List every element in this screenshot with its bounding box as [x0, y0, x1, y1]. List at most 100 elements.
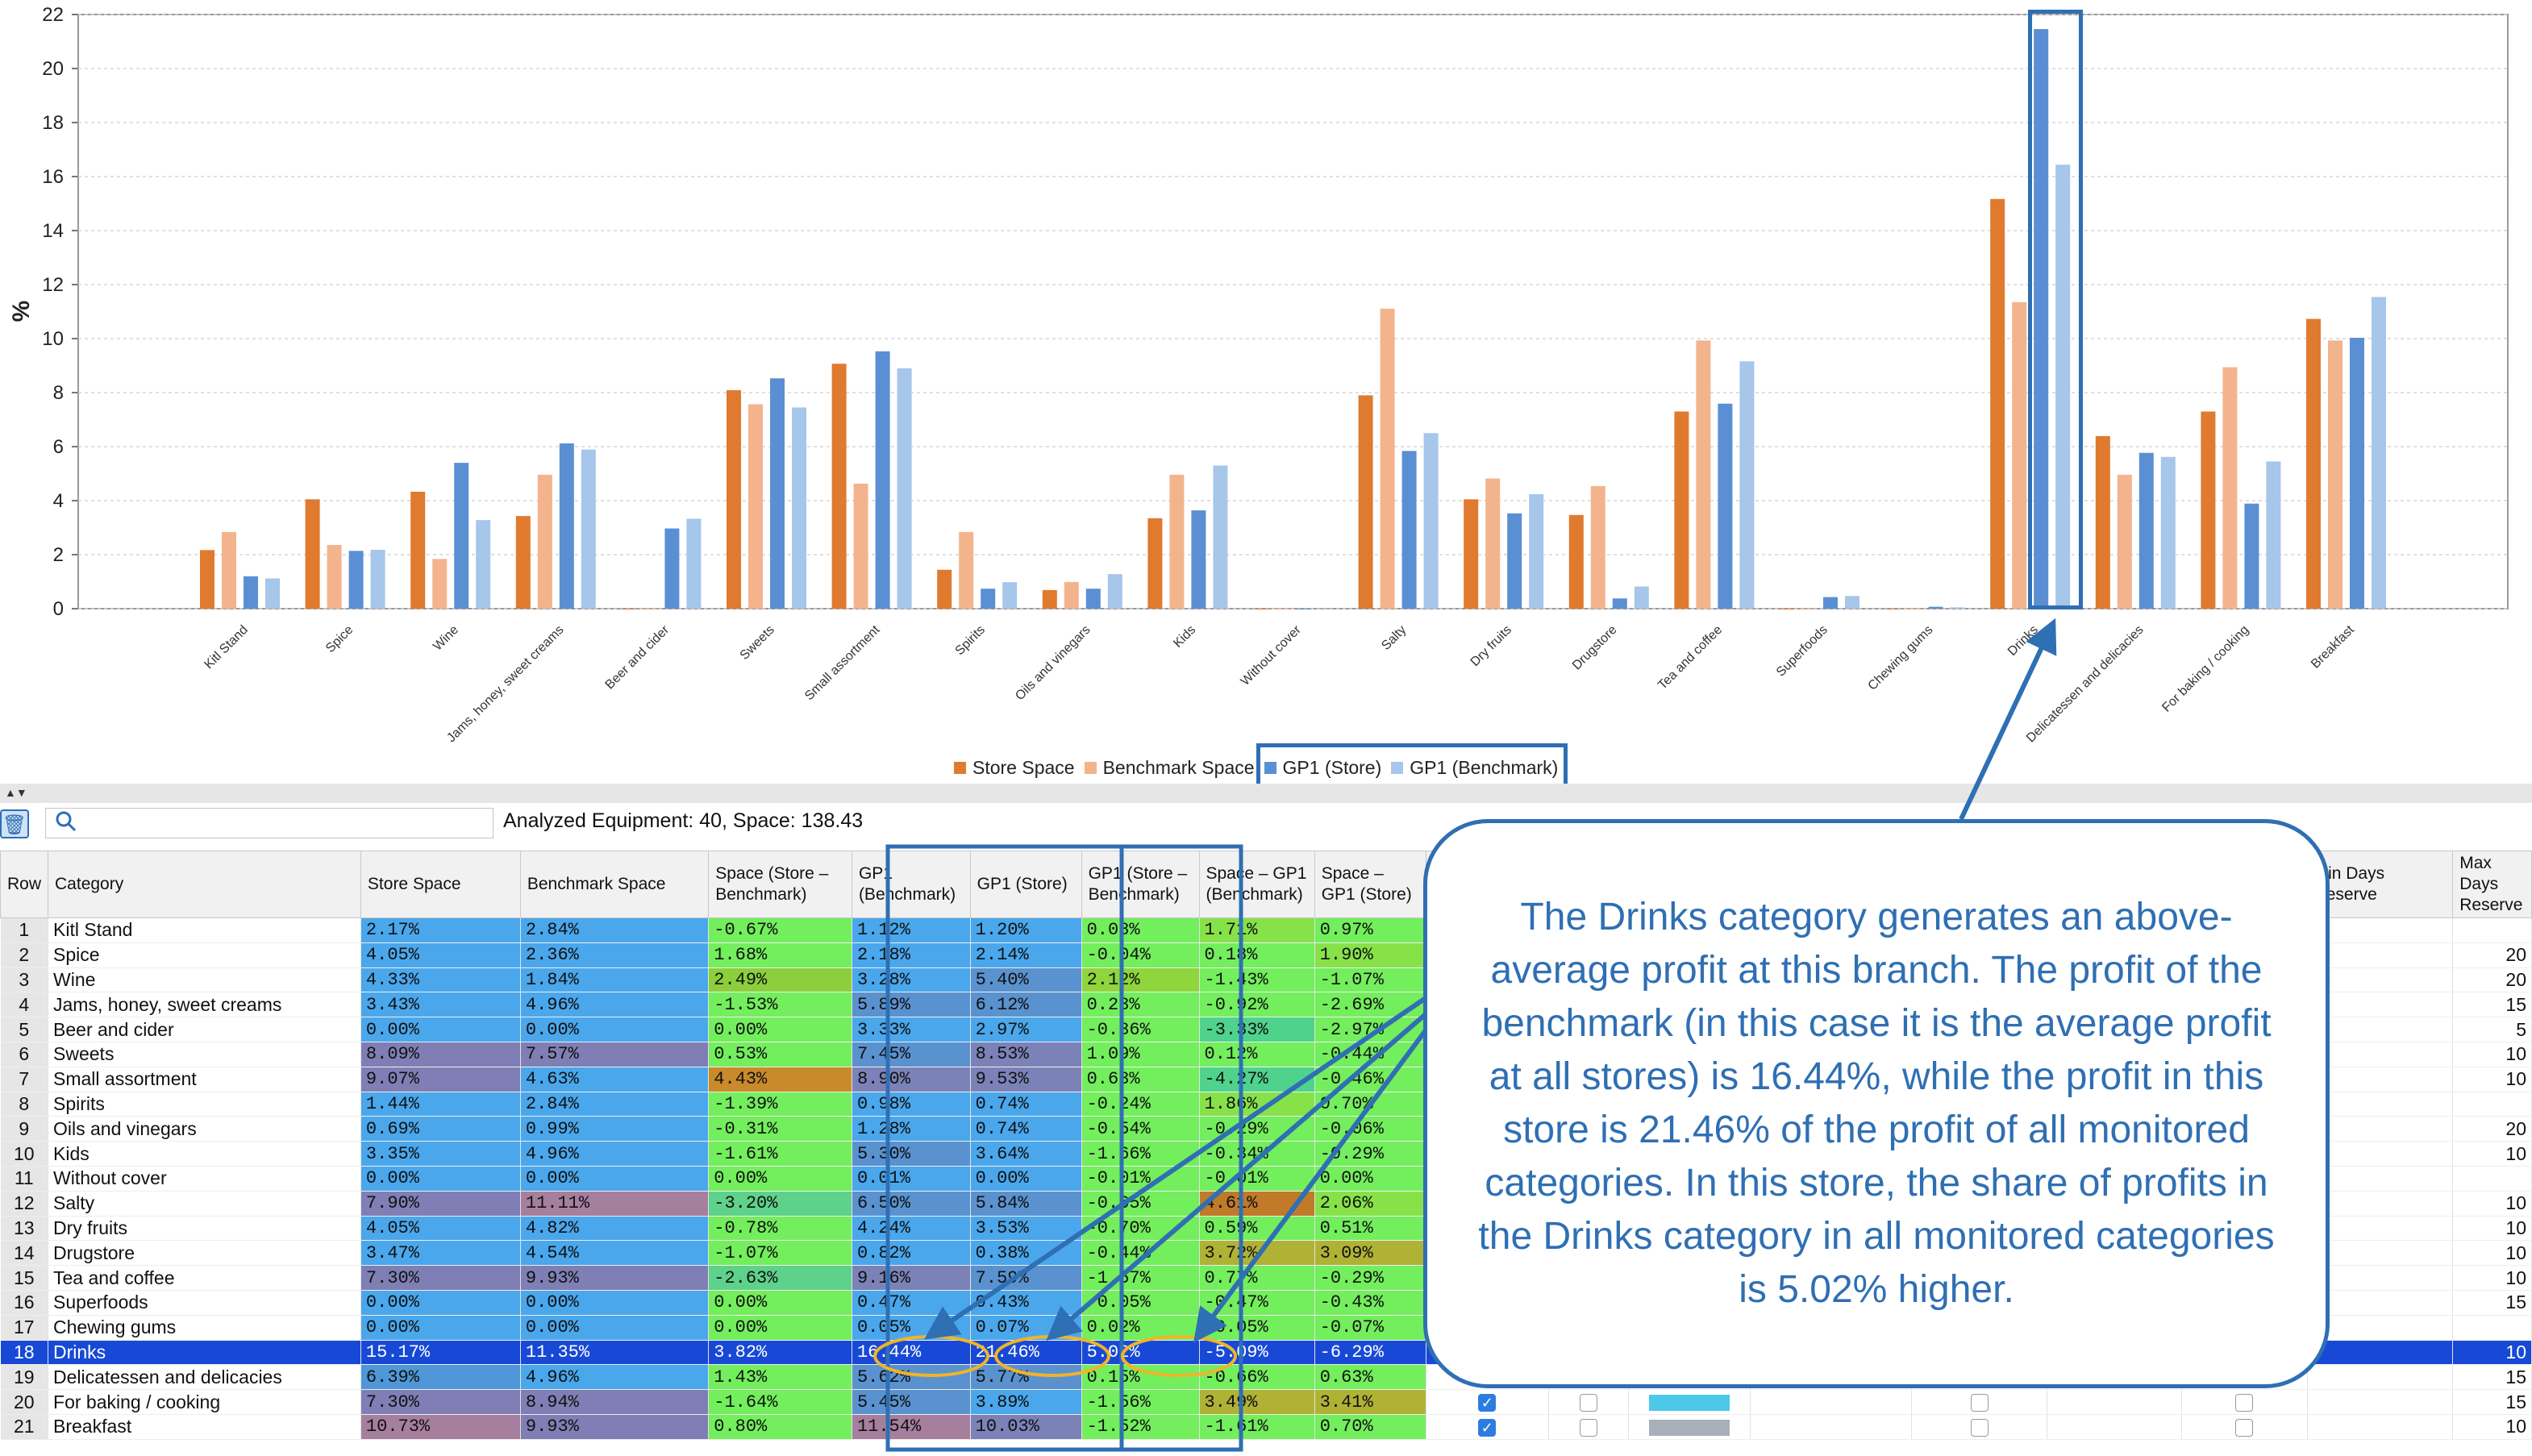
space-gp1-benchmark-cell[interactable]: -0.29%: [1199, 1116, 1315, 1142]
gp1-benchmark-cell[interactable]: 11.54%: [852, 1414, 971, 1440]
space-gp1-benchmark-cell[interactable]: 3.72%: [1199, 1240, 1315, 1267]
gp1-store-cell[interactable]: 3.64%: [970, 1141, 1082, 1167]
space-diff-cell[interactable]: -3.20%: [708, 1191, 852, 1217]
category-cell[interactable]: Jams, honey, sweet creams: [48, 992, 361, 1018]
category-cell[interactable]: Kitl Stand: [48, 917, 361, 943]
space-diff-cell[interactable]: -1.07%: [708, 1240, 852, 1267]
gp1-diff-cell[interactable]: 0.08%: [1081, 917, 1200, 943]
store-space-cell[interactable]: 4.33%: [360, 967, 521, 993]
store-space-cell[interactable]: 3.47%: [360, 1240, 521, 1267]
gp1-benchmark-cell[interactable]: 5.30%: [852, 1141, 971, 1167]
gp1-diff-cell[interactable]: -0.36%: [1081, 1017, 1200, 1042]
category-cell[interactable]: Breakfast: [48, 1414, 361, 1440]
benchmark-space-cell[interactable]: 2.84%: [520, 917, 710, 943]
space-gp1-benchmark-cell[interactable]: -0.66%: [1199, 1364, 1315, 1391]
gp1-diff-cell[interactable]: -1.52%: [1081, 1414, 1200, 1440]
max-days-cell[interactable]: 5: [2452, 1017, 2532, 1042]
space-gp1-store-cell[interactable]: -0.44%: [1314, 1042, 1426, 1067]
extra-cell[interactable]: [1548, 1389, 1630, 1415]
gp1-store-cell[interactable]: 0.38%: [970, 1240, 1082, 1267]
category-cell[interactable]: Without cover: [48, 1166, 361, 1192]
store-space-cell[interactable]: 0.00%: [360, 1290, 521, 1316]
space-diff-cell[interactable]: -0.78%: [708, 1216, 852, 1242]
min-days-cell[interactable]: [2307, 1141, 2454, 1167]
space-diff-cell[interactable]: 4.43%: [708, 1067, 852, 1092]
category-cell[interactable]: Drinks: [48, 1340, 361, 1366]
space-gp1-store-cell[interactable]: -0.29%: [1314, 1265, 1426, 1291]
col-header-gp1-store[interactable]: GP1 (Store): [969, 851, 1082, 918]
space-diff-cell[interactable]: 2.49%: [708, 967, 852, 993]
gp1-benchmark-cell[interactable]: 0.82%: [852, 1240, 971, 1267]
max-days-cell[interactable]: 15: [2452, 1389, 2532, 1415]
gp1-benchmark-cell[interactable]: 4.24%: [852, 1216, 971, 1242]
gp1-benchmark-cell[interactable]: 0.05%: [852, 1315, 971, 1341]
min-days-cell[interactable]: [2307, 1191, 2454, 1217]
gp1-store-cell[interactable]: 7.59%: [970, 1265, 1082, 1291]
gp1-benchmark-cell[interactable]: 1.12%: [852, 917, 971, 943]
space-gp1-benchmark-cell[interactable]: -0.92%: [1199, 992, 1315, 1018]
max-days-cell[interactable]: 10: [2452, 1340, 2532, 1366]
space-gp1-store-cell[interactable]: 2.06%: [1314, 1191, 1426, 1217]
benchmark-space-cell[interactable]: 8.94%: [520, 1389, 710, 1415]
max-days-cell[interactable]: [2452, 1166, 2532, 1192]
gp1-store-cell[interactable]: 5.84%: [970, 1191, 1082, 1217]
row-number[interactable]: 20: [0, 1389, 49, 1415]
max-days-cell[interactable]: 10: [2452, 1414, 2532, 1440]
space-gp1-store-cell[interactable]: 0.00%: [1314, 1166, 1426, 1192]
store-space-cell[interactable]: 15.17%: [360, 1340, 521, 1366]
option-checkbox[interactable]: [1970, 1394, 1989, 1412]
space-diff-cell[interactable]: -1.64%: [708, 1389, 852, 1415]
space-gp1-benchmark-cell[interactable]: -0.05%: [1199, 1315, 1315, 1341]
max-days-cell[interactable]: [2452, 1315, 2532, 1341]
row-number[interactable]: 9: [0, 1116, 49, 1142]
collapse-arrows-icon[interactable]: ▲▼: [5, 786, 27, 799]
gp1-benchmark-cell[interactable]: 7.45%: [852, 1042, 971, 1067]
space-gp1-benchmark-cell[interactable]: 0.77%: [1199, 1265, 1315, 1291]
space-gp1-store-cell[interactable]: -6.29%: [1314, 1340, 1426, 1366]
color-swatch[interactable]: [1649, 1420, 1730, 1437]
gp1-diff-cell[interactable]: 5.02%: [1081, 1340, 1200, 1366]
category-cell[interactable]: Drugstore: [48, 1240, 361, 1267]
max-days-cell[interactable]: 20: [2452, 1116, 2532, 1142]
row-number[interactable]: 5: [0, 1017, 49, 1042]
row-number[interactable]: 19: [0, 1364, 49, 1391]
space-diff-cell[interactable]: 3.82%: [708, 1340, 852, 1366]
min-days-cell[interactable]: [2307, 1067, 2454, 1092]
gp1-diff-cell[interactable]: 0.02%: [1081, 1315, 1200, 1341]
gp1-diff-cell[interactable]: -0.44%: [1081, 1240, 1200, 1267]
gp1-store-cell[interactable]: 5.77%: [970, 1364, 1082, 1391]
space-gp1-benchmark-cell[interactable]: -1.43%: [1199, 967, 1315, 993]
row-number[interactable]: 11: [0, 1166, 49, 1192]
max-days-cell[interactable]: 20: [2452, 967, 2532, 993]
category-cell[interactable]: Wine: [48, 967, 361, 993]
category-cell[interactable]: Oils and vinegars: [48, 1116, 361, 1142]
benchmark-space-cell[interactable]: 2.84%: [520, 1092, 710, 1117]
min-days-cell[interactable]: [2307, 1364, 2454, 1391]
space-gp1-store-cell[interactable]: -1.07%: [1314, 967, 1426, 993]
benchmark-space-cell[interactable]: 4.96%: [520, 1364, 710, 1391]
gp1-diff-cell[interactable]: -0.04%: [1081, 942, 1200, 968]
space-gp1-store-cell[interactable]: 0.97%: [1314, 917, 1426, 943]
max-days-cell[interactable]: 10: [2452, 1265, 2532, 1291]
store-space-cell[interactable]: 7.30%: [360, 1389, 521, 1415]
benchmark-space-cell[interactable]: 0.00%: [520, 1017, 710, 1042]
gp1-store-cell[interactable]: 0.74%: [970, 1116, 1082, 1142]
extra-cell[interactable]: [2181, 1414, 2308, 1440]
benchmark-space-cell[interactable]: 9.93%: [520, 1414, 710, 1440]
store-space-cell[interactable]: 8.09%: [360, 1042, 521, 1067]
min-days-cell[interactable]: [2307, 1017, 2454, 1042]
store-space-cell[interactable]: 3.43%: [360, 992, 521, 1018]
space-diff-cell[interactable]: -1.39%: [708, 1092, 852, 1117]
min-days-cell[interactable]: [2307, 1116, 2454, 1142]
gp1-diff-cell[interactable]: 0.23%: [1081, 992, 1200, 1018]
space-gp1-store-cell[interactable]: 1.90%: [1314, 942, 1426, 968]
gp1-diff-cell[interactable]: -1.56%: [1081, 1389, 1200, 1415]
space-diff-cell[interactable]: 1.43%: [708, 1364, 852, 1391]
min-days-cell[interactable]: [2307, 1315, 2454, 1341]
col-header-space-gp1-benchmark[interactable]: Space – GP1 (Benchmark): [1198, 851, 1315, 918]
row-number[interactable]: 2: [0, 942, 49, 968]
gp1-diff-cell[interactable]: -0.24%: [1081, 1092, 1200, 1117]
gp1-diff-cell[interactable]: -0.65%: [1081, 1191, 1200, 1217]
extra-cell[interactable]: [2047, 1389, 2182, 1415]
space-diff-cell[interactable]: -2.63%: [708, 1265, 852, 1291]
